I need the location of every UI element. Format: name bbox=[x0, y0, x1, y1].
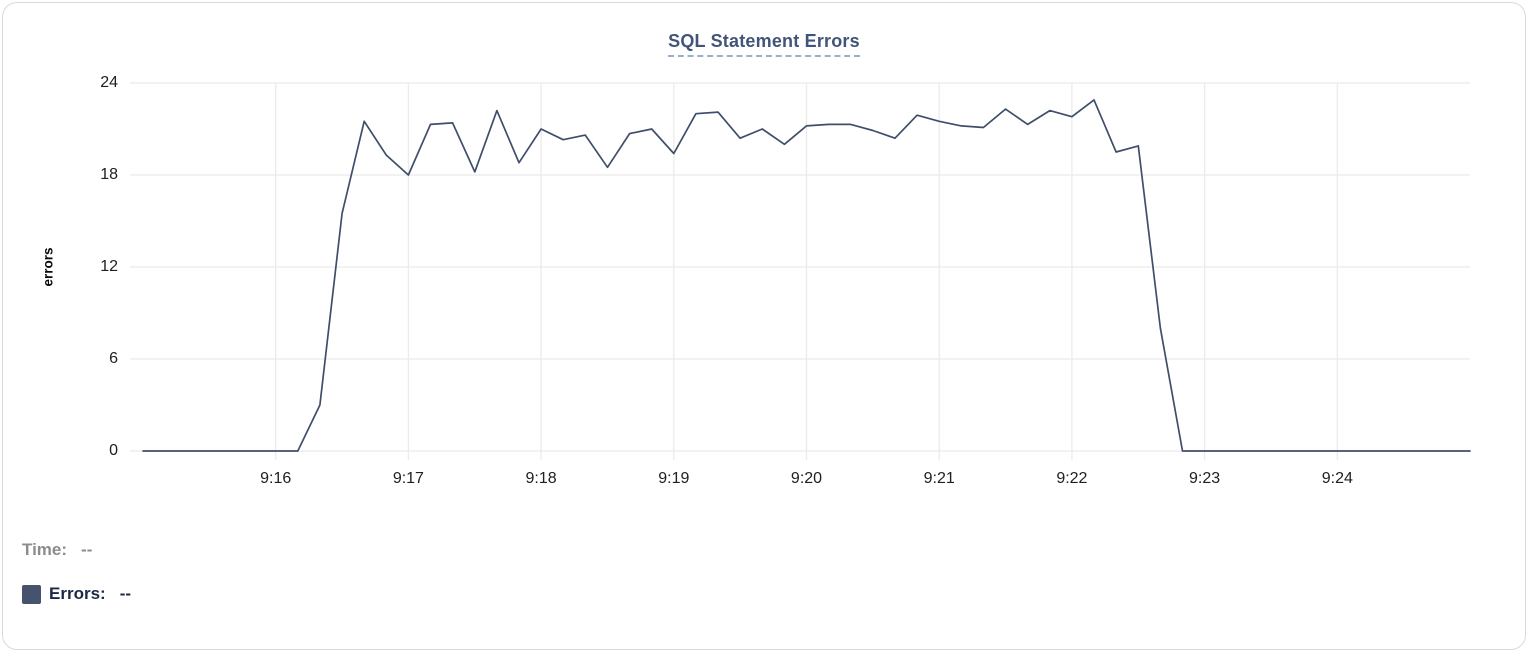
y-tick-label: 6 bbox=[109, 350, 118, 367]
y-tick-label: 12 bbox=[100, 258, 118, 275]
hover-readout-errors: Errors: -- bbox=[22, 584, 131, 604]
x-tick-label: 9:24 bbox=[1321, 470, 1353, 487]
x-tick-label: 9:20 bbox=[790, 470, 823, 487]
x-tick-label: 9:19 bbox=[658, 470, 690, 487]
chart-header: SQL Statement Errors bbox=[0, 31, 1528, 57]
y-tick-label: 18 bbox=[100, 166, 118, 183]
x-tick-label: 9:16 bbox=[260, 470, 292, 487]
chart-title[interactable]: SQL Statement Errors bbox=[668, 31, 860, 57]
errors-series-swatch bbox=[22, 584, 41, 604]
x-tick-label: 9:18 bbox=[525, 470, 557, 487]
x-tick-label: 9:23 bbox=[1189, 470, 1221, 487]
errors-label: Errors: bbox=[49, 584, 106, 603]
errors-series-line bbox=[142, 99, 1471, 452]
y-tick-label: 0 bbox=[109, 442, 118, 459]
errors-value: -- bbox=[119, 584, 132, 603]
x-tick-label: 9:22 bbox=[1056, 470, 1088, 487]
time-label: Time: bbox=[22, 540, 68, 559]
hover-readout-time: Time: -- bbox=[22, 540, 92, 560]
x-tick-label: 9:21 bbox=[923, 470, 955, 487]
time-value: -- bbox=[81, 540, 93, 559]
x-tick-label: 9:17 bbox=[392, 470, 424, 487]
y-tick-label: 24 bbox=[100, 74, 118, 91]
